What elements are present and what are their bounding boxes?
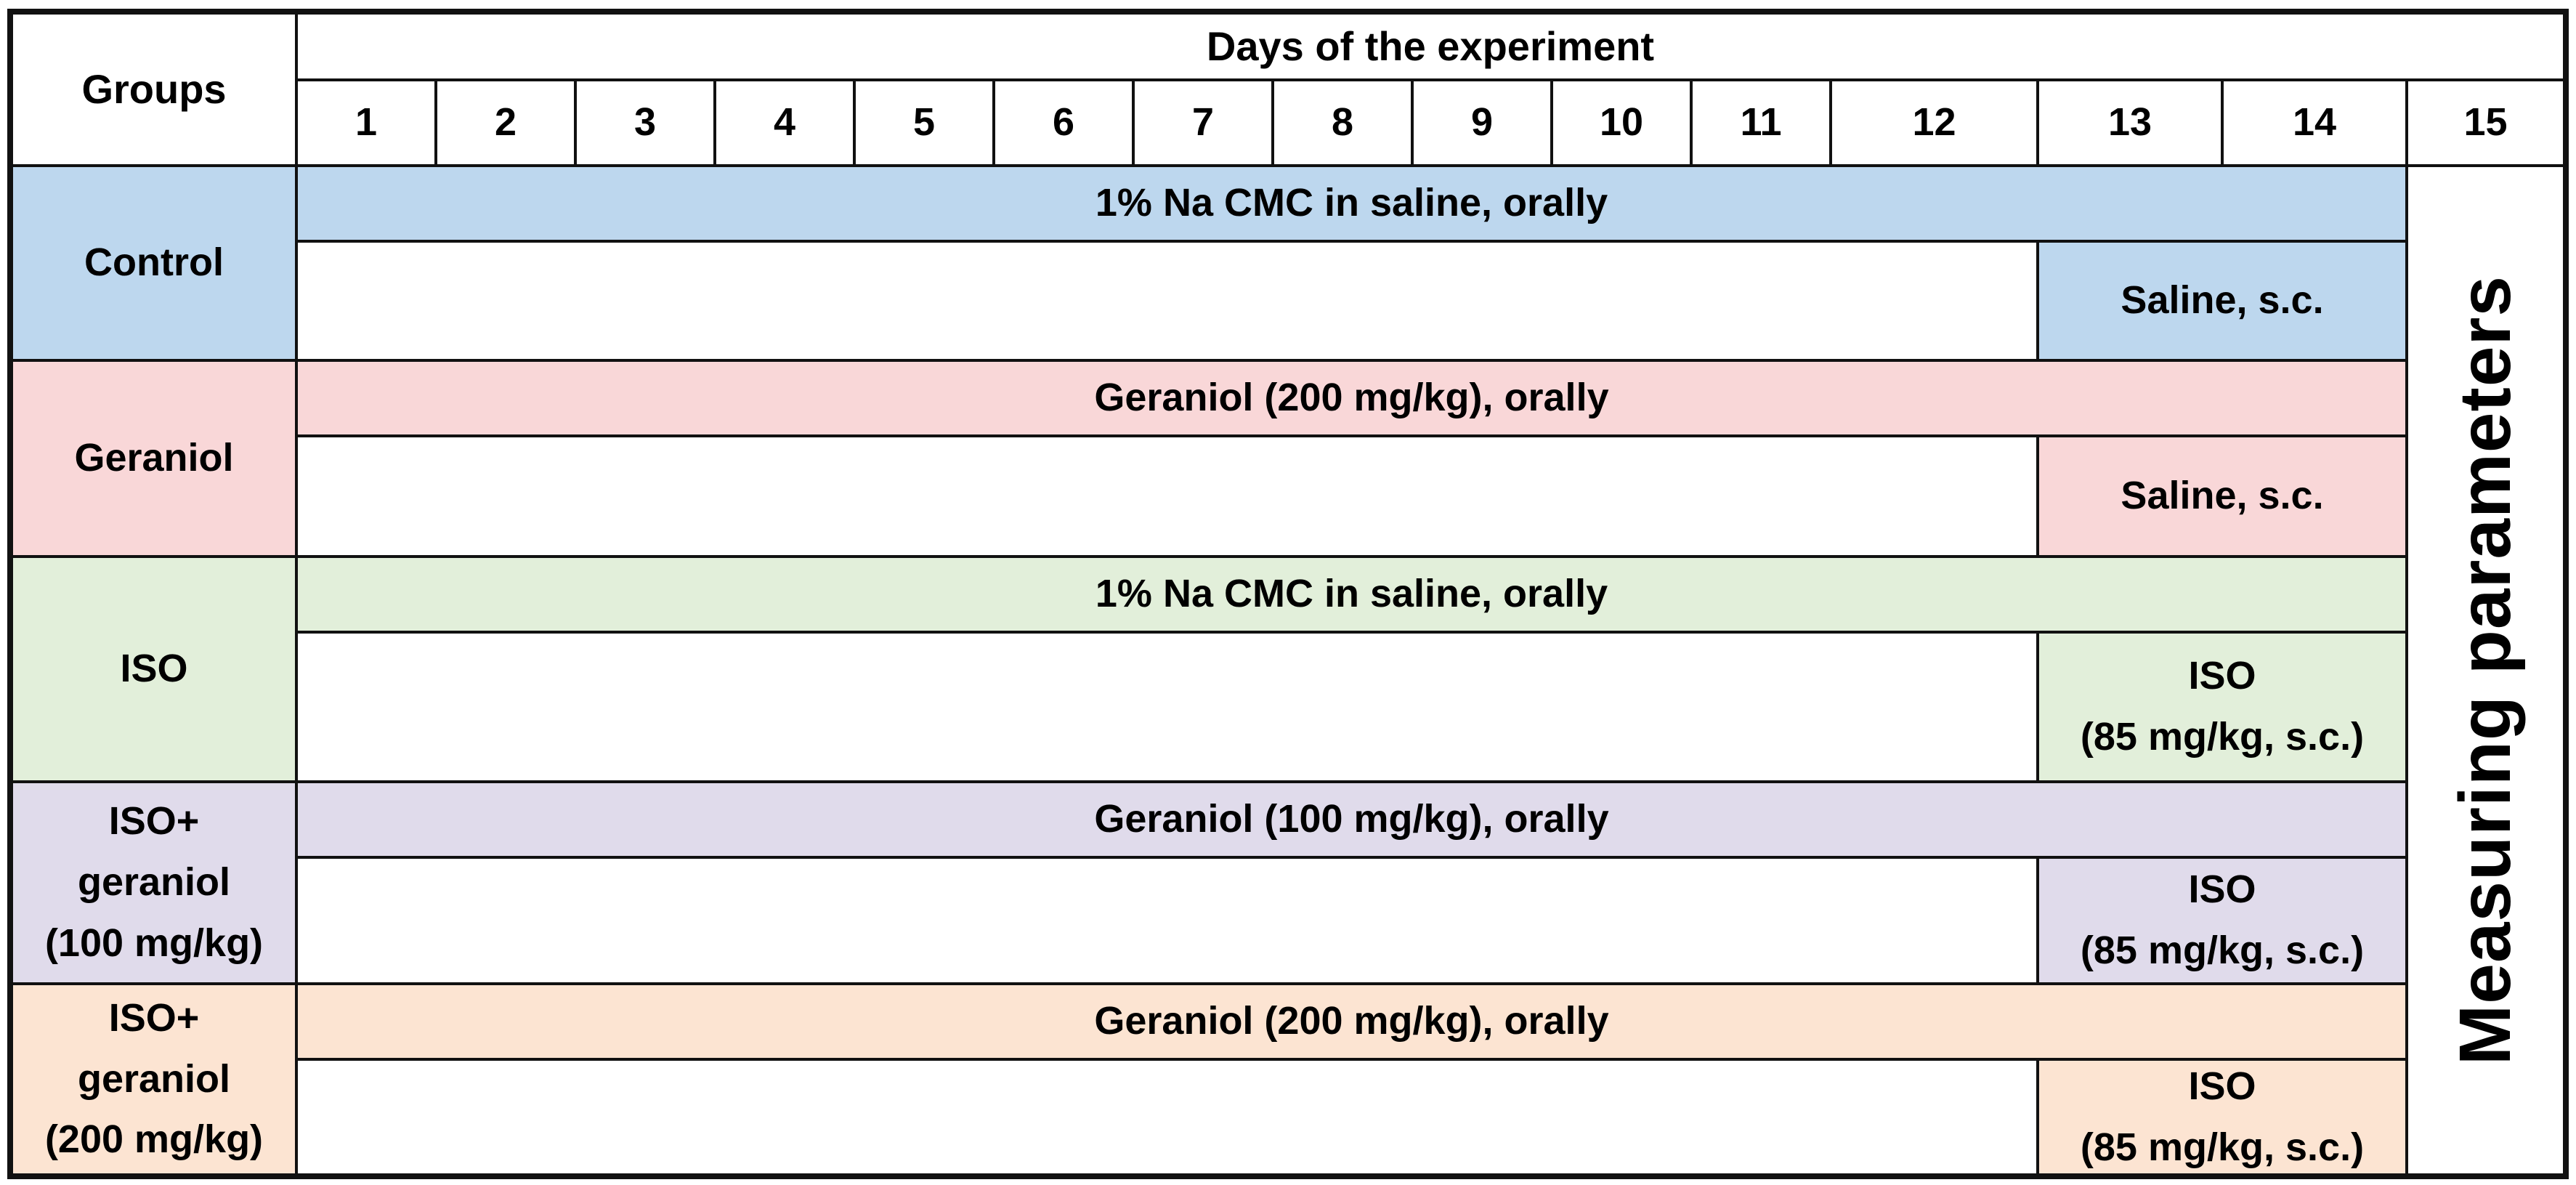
group-label-iso: ISO [13, 558, 295, 780]
group-label-iso-geraniol-200: ISO+ geraniol (200 mg/kg) [13, 985, 295, 1173]
no-treatment-cell-iso [298, 634, 2036, 780]
final-treatment-cell-iso-geraniol-100: ISO (85 mg/kg, s.c.) [2039, 859, 2405, 982]
group-label-line: ISO+ [108, 799, 200, 844]
measuring-parameters-cell: Measuring parameters [2408, 167, 2563, 1173]
group-label-line: Geraniol [74, 436, 234, 480]
day-number-cell: 13 [2039, 81, 2221, 164]
group-label-line: geraniol [77, 1056, 231, 1101]
day-number-cell: 1 [298, 81, 434, 164]
daily-treatment-band-iso-geraniol-200: Geraniol (200 mg/kg), orally [298, 985, 2405, 1058]
group-label-iso-geraniol-100: ISO+ geraniol (100 mg/kg) [13, 783, 295, 982]
group-label-line: ISO [120, 647, 188, 691]
final-treatment-cell-iso: ISO (85 mg/kg, s.c.) [2039, 634, 2405, 780]
final-treatment-cell-iso-geraniol-200: ISO (85 mg/kg, s.c.) [2039, 1061, 2405, 1173]
group-label-line: (100 mg/kg) [44, 921, 264, 965]
no-treatment-cell-iso-geraniol-200 [298, 1061, 2036, 1173]
day-number-cell: 10 [1553, 81, 1690, 164]
treatment-line: Saline, s.c. [2121, 278, 2324, 323]
day-number-cell: 3 [577, 81, 713, 164]
day-number-cell: 5 [856, 81, 992, 164]
treatment-line: ISO [2188, 654, 2256, 698]
day-number-cell: 9 [1414, 81, 1550, 164]
daily-treatment-band-geraniol: Geraniol (200 mg/kg), orally [298, 362, 2405, 434]
group-label-line: geraniol [77, 860, 231, 905]
group-label-line: ISO+ [108, 995, 200, 1040]
measuring-parameters-label: Measuring parameters [2445, 275, 2526, 1066]
day-number-cell: 14 [2224, 81, 2405, 164]
no-treatment-cell-iso-geraniol-100 [298, 859, 2036, 982]
daily-treatment-band-iso: 1% Na CMC in saline, orally [298, 558, 2405, 631]
treatment-line: (85 mg/kg, s.c.) [2080, 715, 2365, 759]
treatment-line: Saline, s.c. [2121, 474, 2324, 518]
schedule-table: Groups Days of the experiment 1 2 3 4 5 … [7, 9, 2569, 1179]
daily-treatment-band-iso-geraniol-100: Geraniol (100 mg/kg), orally [298, 783, 2405, 856]
treatment-line: ISO [2188, 1064, 2256, 1108]
day-number-cell: 12 [1832, 81, 2036, 164]
groups-header-cell: Groups [13, 15, 295, 164]
treatment-line: (85 mg/kg, s.c.) [2080, 1125, 2365, 1169]
treatment-line: ISO [2188, 867, 2256, 912]
day-number-cell: 15 [2408, 81, 2563, 164]
day-number-cell: 7 [1135, 81, 1271, 164]
no-treatment-cell-geraniol [298, 437, 2036, 555]
days-of-experiment-header: Days of the experiment [298, 15, 2563, 78]
no-treatment-cell-control [298, 243, 2036, 359]
group-label-line: (200 mg/kg) [44, 1117, 264, 1162]
day-number-cell: 2 [437, 81, 574, 164]
group-label-line: Control [84, 240, 224, 285]
day-number-cell: 11 [1693, 81, 1829, 164]
day-number-cell: 4 [716, 81, 853, 164]
day-number-cell: 6 [995, 81, 1132, 164]
day-number-cell: 8 [1274, 81, 1411, 164]
group-label-geraniol: Geraniol [13, 362, 295, 555]
treatment-line: (85 mg/kg, s.c.) [2080, 929, 2365, 972]
daily-treatment-band-control: 1% Na CMC in saline, orally [298, 167, 2405, 240]
group-label-control: Control [13, 167, 295, 359]
final-treatment-cell-control: Saline, s.c. [2039, 243, 2405, 359]
final-treatment-cell-geraniol: Saline, s.c. [2039, 437, 2405, 555]
